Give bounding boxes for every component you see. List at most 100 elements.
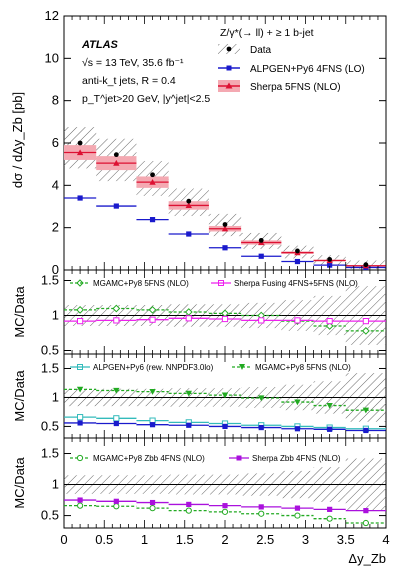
legend-mgamc-zbb-marker	[76, 454, 84, 462]
jet-cuts-text: p_T^jet>20 GeV, |y^jet|<2.5	[82, 93, 210, 105]
y-tick-label: 1	[52, 477, 59, 492]
legend-data-marker	[226, 46, 232, 52]
mgamc5-ratio2-marker	[149, 389, 156, 395]
mgamc5-ratio2-marker	[221, 392, 229, 399]
sherpa-zbb-ratio-marker	[186, 501, 192, 508]
legend-mgamc5-r2-marker	[239, 364, 245, 370]
mgamc5-ratio2-marker	[326, 402, 333, 409]
mgamc-zbb-ratio-marker	[185, 507, 192, 514]
data-point	[113, 152, 119, 158]
legend-mgamc-zbb-label: MGAMC+Py8 Zbb 4FNS (NLO)	[93, 454, 205, 463]
mgamc-zbb-ratio-marker	[258, 510, 265, 517]
mgamc5-ratio-marker	[184, 308, 193, 316]
sherpa-zbb-ratio-marker	[149, 499, 156, 506]
sherpa-zbb-ratio-marker	[327, 506, 333, 512]
sherpa-marker	[149, 178, 156, 185]
x-tick-label: 2	[221, 532, 228, 547]
y-tick-label: 6	[52, 135, 59, 150]
ratio3-legend: MGAMC+Py8 Zbb 4FNS (NLO) Sherpa Zbb 4FNS…	[70, 454, 341, 463]
mgamc5-ratio-marker	[361, 326, 370, 335]
mgamc-zbb-ratio-marker	[77, 502, 84, 509]
mgamc-zbb-ratio-marker	[221, 508, 229, 515]
ratio1-legend: MGAMC+Py8 5FNS (NLO) Sherpa Fusing 4FNS+…	[70, 279, 358, 288]
mgamc5-ratio-marker	[76, 305, 85, 314]
data-point	[363, 262, 369, 268]
mgamc5-ratio-marker	[148, 305, 157, 314]
sherpa-marker	[113, 159, 120, 166]
alpgen-ratio2-marker	[149, 422, 156, 428]
x-tick-label: 3	[302, 532, 309, 547]
mgamc5-ratio2-marker	[113, 387, 120, 394]
sherpa-fusing-ratio-marker	[77, 318, 84, 325]
mgamc5-ratio2-marker	[76, 386, 84, 393]
ratio1-y-axis-title: MC/Data	[12, 286, 27, 338]
x-tick-label: 4	[382, 532, 389, 547]
sherpa-zbb-ratio-marker	[294, 505, 301, 511]
jet-algo-text: anti-k_t jets, R = 0.4	[82, 75, 176, 87]
alpgen-marker	[222, 245, 228, 251]
data-point	[222, 222, 228, 227]
mgamc-zbb-ratio-marker	[294, 512, 301, 519]
x-axis-title: Δy_Zb	[348, 551, 386, 566]
mgamc5-ratio2-marker	[258, 395, 265, 402]
y-tick-label: 1	[52, 308, 59, 323]
ratio2-y-axis-title: MC/Data	[12, 370, 27, 422]
y-tick-label: 1.5	[41, 273, 59, 288]
mgamc5-ratio2-marker	[294, 399, 301, 406]
alpgen-marker	[77, 195, 83, 201]
alpgen-marker	[258, 253, 264, 259]
legend-sherpa-zbb-label: Sherpa Zbb 4FNS (NLO)	[252, 454, 341, 463]
sherpa-fusing-ratio-marker	[326, 318, 333, 325]
x-tick-label: 1.5	[176, 532, 194, 547]
process-text: Z/γ*(→ ll) + ≥ 1 b-jet	[220, 27, 314, 39]
legend-sherpa-label: Sherpa 5FNS (NLO)	[250, 82, 341, 93]
sherpa-marker	[76, 149, 84, 156]
mgamc5-ratio-marker	[325, 322, 334, 330]
legend-sherpa-marker	[225, 82, 233, 89]
mgamc5-ratio2-marker	[362, 407, 370, 414]
data-point	[186, 198, 192, 204]
sherpa-fusing-ratio-marker	[362, 318, 369, 325]
y-tick-label: 1.5	[41, 446, 59, 461]
mgamc5-ratio2-marker	[185, 390, 192, 397]
y-tick-label: 0.5	[41, 508, 59, 523]
alpgen-marker	[186, 231, 192, 237]
atlas-label: ATLAS	[81, 39, 119, 51]
sherpa-marker	[185, 202, 192, 209]
alpgen-ratio2-marker	[327, 426, 333, 432]
legend-alpgen-rew-label: ALPGEN+Py6 (rew. NNPDF3.0lo)	[93, 363, 214, 372]
legend-alpgen-marker	[226, 65, 232, 71]
data-point	[77, 140, 83, 146]
y-tick-label: 12	[45, 8, 59, 23]
y-tick-label: 2	[52, 220, 59, 235]
alpgen-ratio2-marker	[186, 422, 192, 428]
alpgen-ratio2-marker	[363, 427, 369, 434]
energy-lumi-text: √s = 13 TeV, 35.6 fb⁻¹	[82, 57, 184, 69]
x-tick-label: 3.5	[337, 532, 355, 547]
data-point	[258, 237, 264, 243]
sherpa-zbb-ratio-marker	[222, 503, 228, 509]
main-legend: Data ALPGEN+Py6 4FNS (LO) Sherpa 5FNS (N…	[218, 44, 365, 93]
y-tick-label: 1	[52, 389, 59, 404]
sherpa-zbb-ratio-marker	[113, 498, 119, 504]
legend-sherpa-zbb-marker	[236, 455, 242, 461]
alpgen-rew-ratio-marker	[113, 415, 120, 422]
legend-data-label: Data	[250, 45, 272, 56]
sherpa-fusing-ratio-marker	[258, 317, 265, 324]
y-tick-label: 0.5	[41, 418, 59, 433]
alpgen-ratio2-marker	[113, 420, 119, 427]
data-point	[150, 172, 155, 178]
sherpa-marker	[221, 225, 229, 232]
x-tick-label: 2.5	[256, 532, 274, 547]
y-tick-label: 0.5	[41, 343, 59, 358]
mgamc-zbb-ratio-marker	[362, 519, 369, 527]
alpgen-ratio2-marker	[222, 423, 228, 430]
sherpa-zbb-ratio-marker	[77, 497, 83, 503]
sherpa-fusing-ratio-marker	[149, 316, 156, 323]
mgamc-zbb-ratio-marker	[113, 503, 120, 510]
x-tick-label: 1	[141, 532, 148, 547]
ratio3-y-axis-title: MC/Data	[12, 457, 27, 509]
sherpa-fusing-ratio-marker	[294, 317, 301, 324]
legend-sherpa-fusing-label: Sherpa Fusing 4FNS+5FNS (NLO)	[234, 279, 358, 288]
main-y-axis-title: dσ / dΔy_Zb [pb]	[10, 92, 25, 188]
